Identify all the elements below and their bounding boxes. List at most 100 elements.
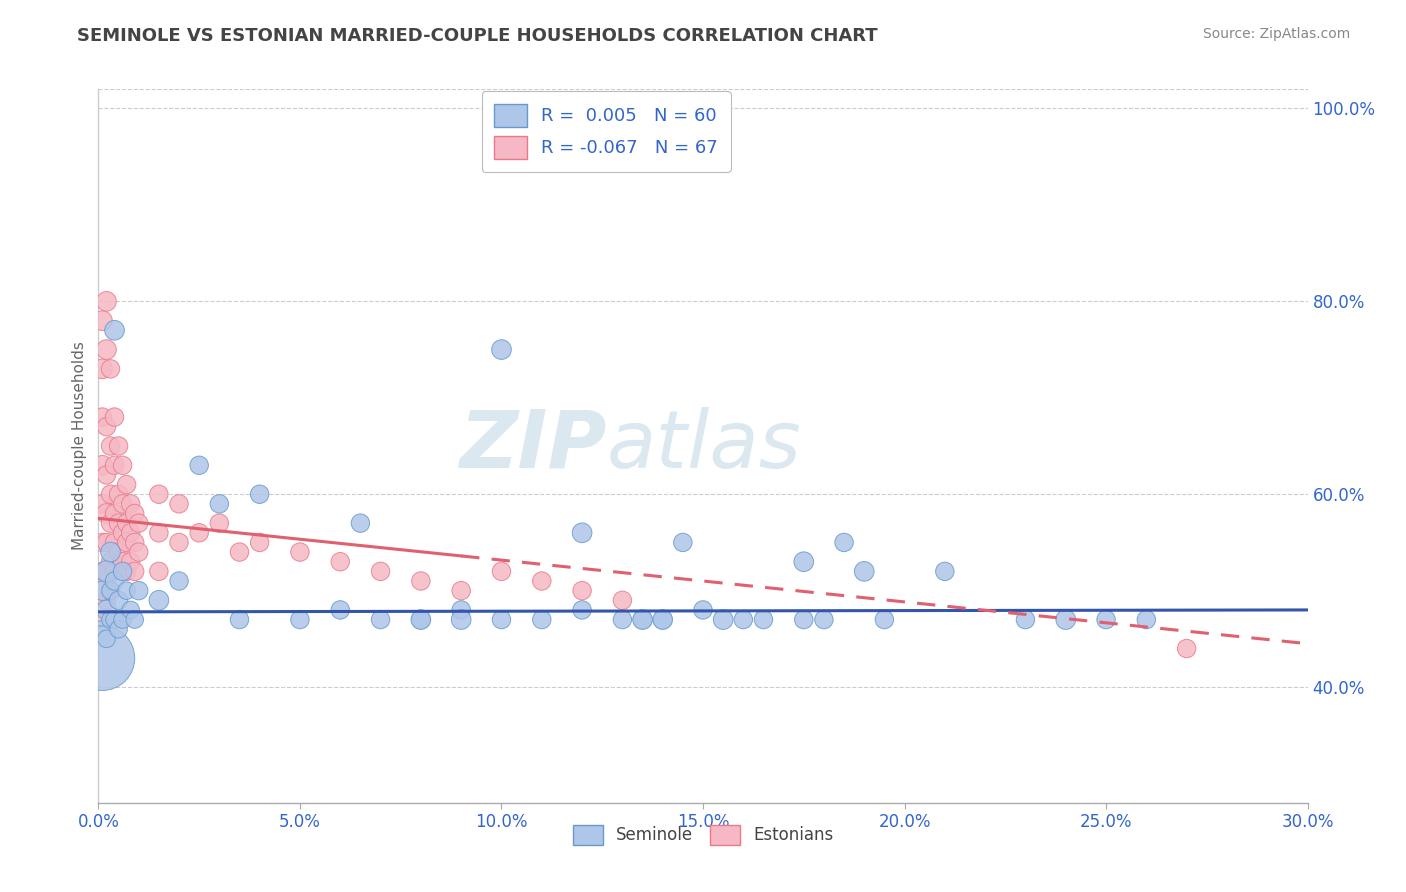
Point [208,516,231,530]
Point [329,603,352,617]
Point [124,507,146,521]
Point [167,497,190,511]
Point [100,439,122,453]
Point [91,565,114,579]
Point [91,583,114,598]
Point [853,565,876,579]
Point [103,613,125,627]
Point [100,362,122,376]
Point [115,477,138,491]
Point [91,622,114,636]
Point [349,516,371,530]
Point [107,593,129,607]
Point [530,613,553,627]
Point [571,525,593,540]
Point [103,458,125,473]
Point [813,613,835,627]
Point [1014,613,1036,627]
Point [103,507,125,521]
Point [370,613,392,627]
Point [409,613,432,627]
Point [120,525,142,540]
Point [148,593,170,607]
Point [103,535,125,549]
Point [249,535,271,549]
Point [752,613,775,627]
Point [120,555,142,569]
Point [91,651,114,665]
Point [91,535,114,549]
Y-axis label: Married-couple Households: Married-couple Households [72,342,87,550]
Point [100,555,122,569]
Point [450,613,472,627]
Point [111,555,134,569]
Legend: Seminole, Estonians: Seminole, Estonians [567,818,839,852]
Point [100,583,122,598]
Point [91,583,114,598]
Point [793,555,815,569]
Point [934,565,956,579]
Point [631,613,654,627]
Point [167,535,190,549]
Point [96,507,118,521]
Point [96,535,118,549]
Point [107,545,129,559]
Point [91,362,114,376]
Point [571,583,593,598]
Point [530,574,553,588]
Point [1054,613,1077,627]
Point [128,545,150,559]
Point [124,535,146,549]
Point [450,583,472,598]
Point [111,613,134,627]
Point [571,603,593,617]
Point [103,565,125,579]
Point [128,516,150,530]
Point [450,603,472,617]
Point [107,516,129,530]
Point [124,613,146,627]
Point [148,487,170,501]
Point [491,565,513,579]
Point [115,535,138,549]
Point [228,613,250,627]
Point [91,313,114,327]
Point [96,294,118,309]
Point [128,583,150,598]
Point [115,565,138,579]
Point [96,565,118,579]
Point [100,613,122,627]
Point [100,583,122,598]
Point [1095,613,1118,627]
Point [409,574,432,588]
Point [288,613,311,627]
Point [96,603,118,617]
Point [96,419,118,434]
Point [612,593,634,607]
Point [288,545,311,559]
Point [1175,641,1198,656]
Point [148,565,170,579]
Point [115,516,138,530]
Point [188,525,211,540]
Point [91,497,114,511]
Point [91,410,114,425]
Point [96,565,118,579]
Point [409,613,432,627]
Point [103,574,125,588]
Point [167,574,190,588]
Point [96,343,118,357]
Point [631,613,654,627]
Text: SEMINOLE VS ESTONIAN MARRIED-COUPLE HOUSEHOLDS CORRELATION CHART: SEMINOLE VS ESTONIAN MARRIED-COUPLE HOUS… [77,27,877,45]
Point [228,545,250,559]
Point [188,458,211,473]
Point [103,410,125,425]
Point [103,323,125,337]
Point [115,583,138,598]
Point [107,487,129,501]
Point [120,603,142,617]
Point [111,525,134,540]
Point [249,487,271,501]
Point [873,613,896,627]
Point [107,439,129,453]
